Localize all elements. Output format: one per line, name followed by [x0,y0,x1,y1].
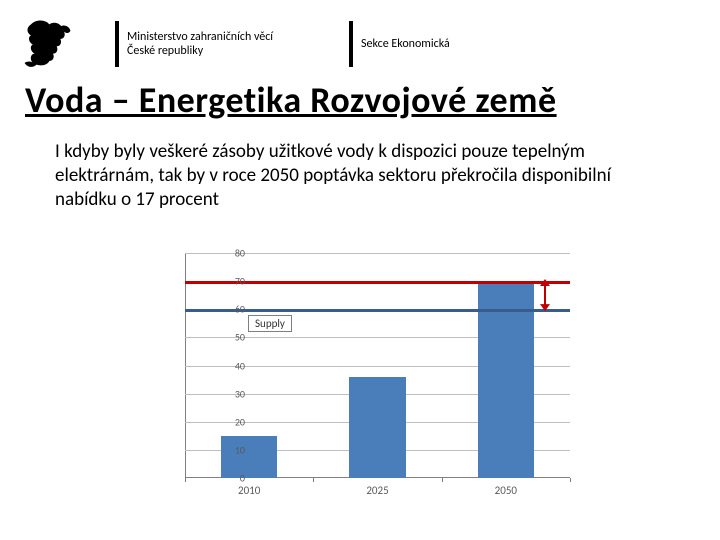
chart-y-tick-label: 30 [220,387,245,400]
chart-x-tick-label: 2010 [238,484,260,497]
body-paragraph: I kdyby byly veškeré zásoby užitkové vod… [0,122,720,211]
chart-y-tick-label: 60 [220,303,245,316]
chart-y-tick-label: 0 [220,472,245,485]
section-text: Sekce Ekonomická [353,37,450,51]
chart-y-tick-label: 80 [220,247,245,260]
header: Ministerstvo zahraničních věcí České rep… [0,0,720,70]
chart-gap-arrow-icon [536,279,554,311]
chart-x-tick-label: 2025 [366,484,388,497]
chart-y-tick-label: 40 [220,359,245,372]
ministry-text: Ministerstvo zahraničních věcí České rep… [119,30,299,59]
chart-y-tick-label: 50 [220,331,245,344]
page-title: Voda – Energetika Rozvojové země [0,70,720,122]
chart-x-tick [185,478,186,482]
chart-y-tick-label: 10 [220,443,245,456]
chart-x-tick [442,478,443,482]
ministry-line1: Ministerstvo zahraničních věcí [127,30,299,44]
ministry-line2: České republiky [127,44,299,58]
chart-x-tick [313,478,314,482]
chart-y-tick-label: 70 [220,275,245,288]
ministry-block: Ministerstvo zahraničních věcí České rep… [115,21,299,67]
water-energy-chart: 0 10 20 30 40 50 60 70 80 2010 2025 2050 Supply [140,245,590,515]
czech-lion-emblem-icon [20,17,75,72]
chart-y-tick-label: 20 [220,415,245,428]
chart-x-tick [570,478,571,482]
section-block: Sekce Ekonomická [349,21,450,67]
chart-supply-label: Supply [248,315,292,332]
chart-x-tick-label: 2050 [495,484,517,497]
chart-bar [349,377,405,478]
